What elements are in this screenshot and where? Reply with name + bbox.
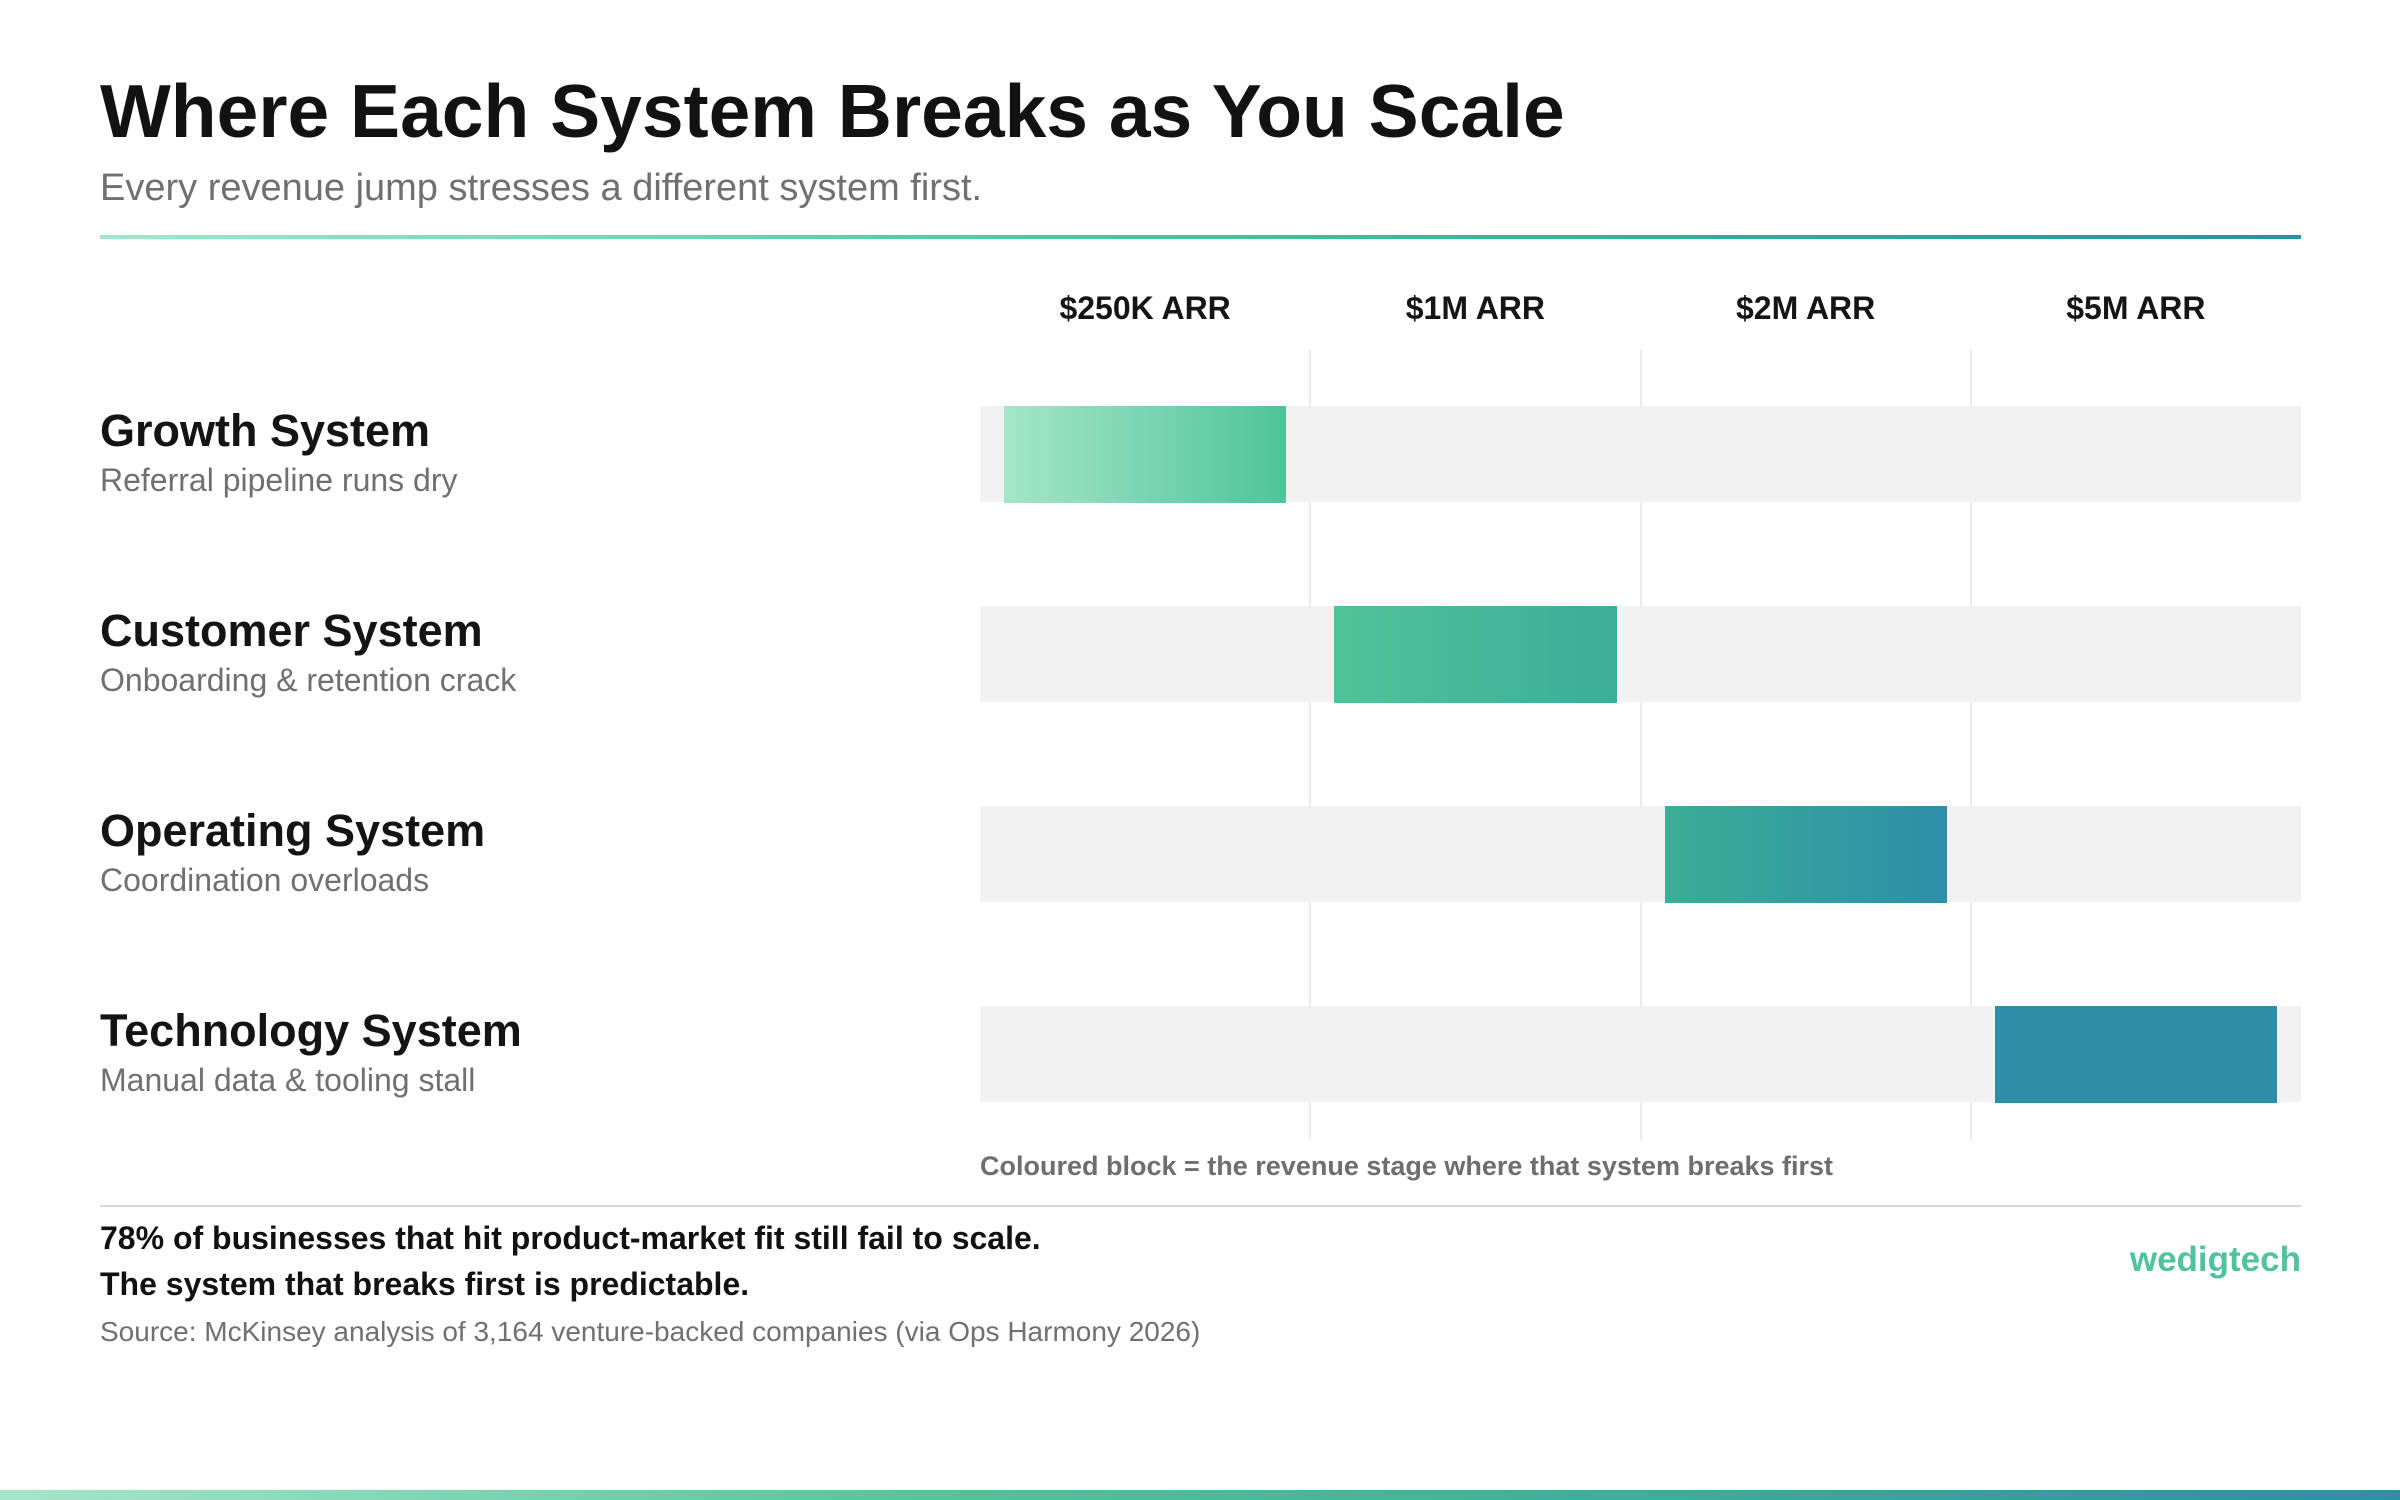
row-label: Technology System Manual data & tooling s… (100, 1004, 960, 1100)
row-track (980, 406, 2301, 503)
break-stage-block (1004, 406, 1287, 503)
system-name: Growth System (100, 405, 431, 456)
system-description: Manual data & tooling stall (100, 1062, 476, 1098)
system-name: Customer System (100, 605, 483, 656)
system-name: Operating System (100, 805, 486, 856)
stage-grid-line (1969, 350, 1972, 1140)
stage-header: $1M ARR (1405, 290, 1546, 326)
chart-legend-note: Coloured block = the revenue stage where… (980, 1151, 1834, 1181)
stage-grid-line (1639, 350, 1642, 1140)
stage-header: $5M ARR (2066, 290, 2206, 326)
row-label: Growth System Referral pipeline runs dry (100, 404, 960, 500)
source-note: Source: McKinsey analysis of 3,164 ventu… (100, 1316, 1201, 1347)
break-stage-block (1664, 806, 1947, 903)
title-divider (100, 235, 2301, 239)
brand-logo-text: wedigtech (2129, 1240, 2301, 1279)
stage-header: $2M ARR (1735, 290, 1876, 326)
row-track (980, 806, 2301, 903)
system-name: Technology System (100, 1005, 522, 1056)
footer-stat-line-2: The system that breaks first is predicta… (100, 1266, 750, 1302)
row-label: Customer System Onboarding & retention cr… (100, 604, 960, 700)
row-track (980, 1006, 2301, 1103)
break-stage-block (1994, 1006, 2277, 1103)
row-track (980, 606, 2301, 703)
system-description: Onboarding & retention crack (100, 662, 517, 698)
system-description: Referral pipeline runs dry (100, 462, 458, 498)
page-subtitle: Every revenue jump stresses a different … (100, 167, 983, 209)
row-label: Operating System Coordination overloads (100, 804, 960, 900)
footer-divider (100, 1205, 2301, 1207)
stage-header: $250K ARR (1059, 290, 1231, 326)
page-title: Where Each System Breaks as You Scale (100, 69, 1565, 153)
bottom-accent-bar (0, 1490, 2400, 1500)
system-description: Coordination overloads (100, 862, 430, 898)
break-stage-block (1334, 606, 1617, 703)
footer-stat-line-1: 78% of businesses that hit product-marke… (100, 1220, 1041, 1256)
stage-grid-line (1309, 350, 1312, 1140)
